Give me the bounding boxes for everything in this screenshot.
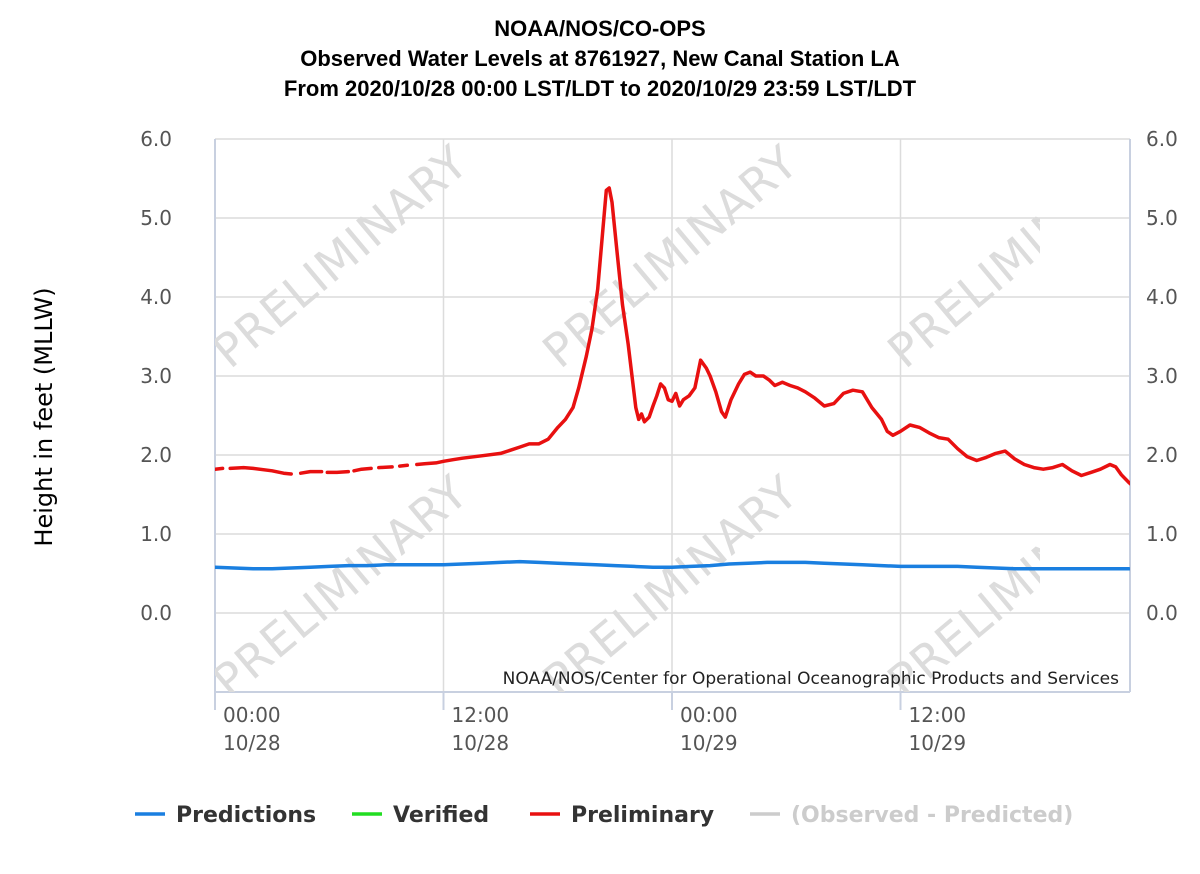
legend: Predictions Verified Preliminary (Observed … (135, 803, 1073, 828)
x-tick-label-time: 00:00 (680, 703, 738, 727)
x-tick-label-time: 12:00 (909, 703, 967, 727)
series-line-preliminary (325, 469, 351, 475)
x-tick-label-time: 12:00 (452, 703, 510, 727)
title-line-1: NOAA/NOS/CO-OPS (494, 16, 705, 41)
y-tick-label-left: 5.0 (140, 206, 172, 230)
y-tick-label-left: 0.0 (140, 601, 172, 625)
series-line-preliminary (352, 466, 373, 473)
y-tick-label-left: 2.0 (140, 443, 172, 467)
legend-label: Preliminary (571, 803, 714, 828)
series-line-preliminary (415, 186, 1130, 486)
legend-item[interactable]: Verified (352, 803, 489, 828)
y-tick-label-right: 1.0 (1146, 522, 1178, 546)
series-line-preliminary (397, 463, 410, 468)
x-tick-label-date: 10/29 (680, 731, 738, 755)
y-tick-label-left: 1.0 (140, 522, 172, 546)
x-tick-label-time: 00:00 (223, 703, 281, 727)
x-tick-label-date: 10/28 (452, 731, 510, 755)
y-axis-right: 0.0 1.0 2.0 3.0 4.0 5.0 6.0 (1146, 127, 1178, 625)
y-tick-label-right: 6.0 (1146, 127, 1178, 151)
chart-title: NOAA/NOS/CO-OPS Observed Water Levels at… (284, 16, 917, 101)
y-tick-label-right: 3.0 (1146, 364, 1178, 388)
y-tick-label-right: 4.0 (1146, 285, 1178, 309)
legend-item[interactable]: Preliminary (530, 803, 714, 828)
y-tick-label-right: 5.0 (1146, 206, 1178, 230)
y-tick-label-right: 0.0 (1146, 601, 1178, 625)
legend-label: Verified (393, 803, 489, 828)
y-tick-label-left: 4.0 (140, 285, 172, 309)
legend-item[interactable]: Predictions (135, 803, 316, 828)
y-axis-left: 0.0 1.0 2.0 3.0 4.0 5.0 6.0 (140, 127, 172, 625)
series-line-preliminary (377, 465, 394, 470)
legend-item[interactable]: (Observed - Predicted) (750, 803, 1073, 828)
y-tick-label-right: 2.0 (1146, 443, 1178, 467)
series-line-preliminary (228, 465, 293, 476)
series-line-predictions (215, 559, 1130, 571)
x-axis: 00:00 10/28 12:00 10/28 00:00 10/29 12:00 10/29 (223, 703, 966, 755)
title-line-2: Observed Water Levels at 8761927, New Ca… (300, 46, 900, 71)
legend-label: Predictions (176, 803, 316, 828)
legend-label: (Observed - Predicted) (791, 803, 1073, 828)
series-line-preliminary (298, 469, 324, 475)
title-line-3: From 2020/10/28 00:00 LST/LDT to 2020/10… (284, 76, 917, 101)
y-axis-label: Height in feet (MLLW) (30, 287, 58, 546)
x-tick-label-date: 10/29 (909, 731, 967, 755)
credit-text: NOAA/NOS/Center for Operational Oceanogr… (503, 669, 1119, 689)
series-line-preliminary (215, 466, 225, 471)
gridlines (214, 138, 1131, 710)
y-tick-label-left: 3.0 (140, 364, 172, 388)
y-tick-label-left: 6.0 (140, 127, 172, 151)
x-tick-label-date: 10/28 (223, 731, 281, 755)
series-layer (215, 186, 1130, 571)
